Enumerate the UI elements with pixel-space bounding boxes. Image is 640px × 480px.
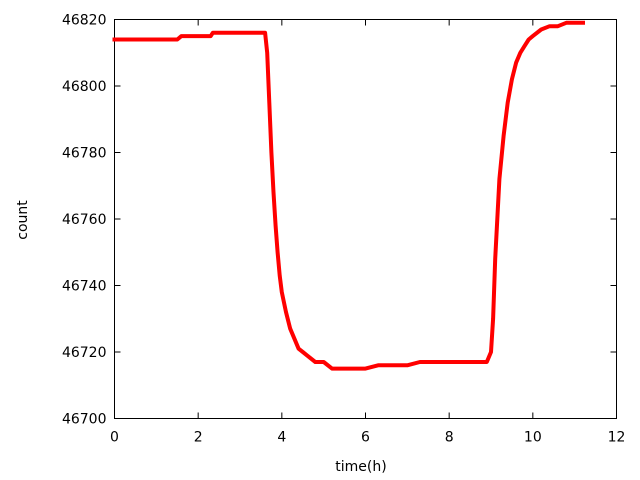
series-point	[276, 250, 280, 254]
series-point	[133, 37, 137, 41]
series-point	[384, 363, 388, 367]
x-axis-label: time(h)	[335, 459, 386, 475]
series-layer	[112, 20, 585, 371]
series-point	[274, 224, 278, 228]
series-point	[502, 134, 506, 138]
series-point	[522, 44, 526, 48]
series-point	[209, 34, 213, 38]
series-point	[297, 347, 301, 351]
series-point	[179, 34, 183, 38]
series-point	[489, 350, 493, 354]
series-point	[491, 317, 495, 321]
series-point	[581, 21, 585, 25]
series-point	[301, 350, 305, 354]
x-tick-label: 2	[194, 430, 203, 446]
x-tick-label: 8	[445, 430, 454, 446]
series-point	[288, 327, 292, 331]
series-point	[278, 274, 282, 278]
series-point	[305, 353, 309, 357]
series-point	[518, 51, 522, 55]
x-tick-label: 6	[361, 430, 370, 446]
series-point	[211, 31, 215, 35]
series-point	[573, 21, 577, 25]
x-tick-label: 0	[110, 430, 119, 446]
x-tick-label: 4	[277, 430, 286, 446]
series-point	[426, 360, 430, 364]
series-point	[405, 363, 409, 367]
series-point	[269, 151, 273, 154]
series-point	[330, 367, 334, 371]
x-tick-label: 12	[608, 430, 626, 446]
series-point	[292, 337, 296, 341]
plot-frame	[114, 19, 617, 419]
series-point	[267, 101, 271, 105]
y-tick-label: 46700	[62, 412, 107, 428]
y-tick-label: 46800	[62, 79, 107, 95]
series-point	[113, 37, 116, 41]
series-point	[343, 367, 347, 371]
series-point	[497, 177, 501, 181]
series-point	[531, 34, 535, 38]
series-point	[556, 24, 560, 28]
series-point	[510, 77, 514, 81]
series-point	[175, 37, 179, 41]
x-ticks: 0 2 4 6 8 10 12	[110, 19, 626, 446]
series-point	[514, 61, 518, 65]
series-line	[112, 20, 585, 371]
series-point	[564, 21, 568, 25]
series-point	[506, 101, 510, 105]
y-axis-label: count	[15, 200, 31, 240]
series-point	[196, 34, 200, 38]
series-point	[364, 367, 367, 371]
series-point	[548, 24, 552, 28]
series-point	[527, 37, 531, 41]
y-tick-label: 46720	[62, 345, 107, 361]
y-tick-label: 46760	[62, 212, 107, 228]
x-tick-label: 10	[524, 430, 542, 446]
series-point	[322, 360, 326, 364]
series-point	[284, 310, 288, 314]
series-point	[447, 360, 451, 364]
series-point	[154, 37, 158, 41]
series-point	[495, 217, 499, 221]
series-point	[313, 360, 317, 364]
y-tick-label: 46780	[62, 146, 107, 162]
series-point	[418, 360, 422, 364]
series-point	[539, 27, 543, 31]
series-point	[493, 257, 497, 261]
y-ticks: 46700 46720 46740 46760 46780 46800 46820	[62, 13, 617, 428]
series-point	[259, 31, 263, 35]
series-point	[265, 51, 269, 55]
series-point	[263, 31, 267, 35]
y-tick-label: 46740	[62, 279, 107, 295]
series-point	[376, 363, 380, 367]
series-point	[280, 290, 284, 294]
series-point	[238, 31, 242, 35]
series-point	[468, 360, 472, 364]
series-point	[271, 190, 275, 194]
y-tick-label: 46820	[62, 13, 107, 29]
series-point	[485, 360, 489, 364]
